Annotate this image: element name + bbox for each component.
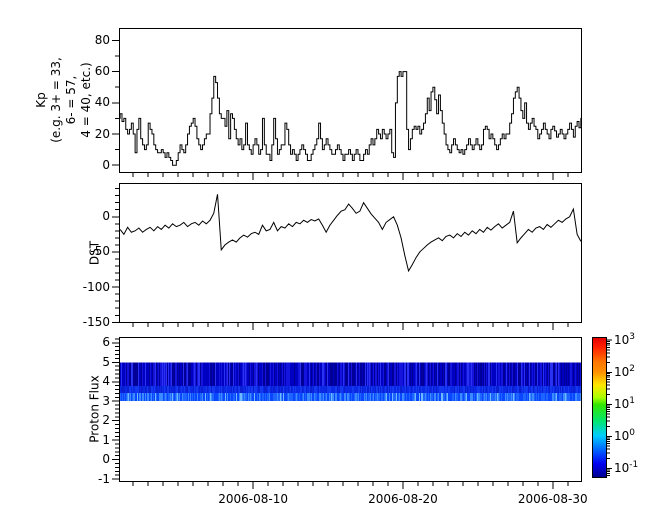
colorbar-label-base: 10 — [614, 365, 630, 379]
kp-axis-label-line1: Kp — [34, 92, 48, 108]
colorbar-label-exponent: 0 — [629, 428, 636, 438]
proton-flux-ytick-label: 1 — [102, 433, 110, 447]
axis-ticks — [112, 39, 612, 489]
proton-flux-ytick-label: 4 — [102, 374, 110, 388]
colorbar-label-exponent: -1 — [629, 460, 639, 470]
kp-ytick-label: 0 — [102, 158, 110, 172]
dst-panel-frame — [119, 183, 582, 323]
colorbar-tick-label: 103 — [614, 330, 635, 348]
kp-axis-label-line3: 6- = 57, — [64, 75, 78, 125]
kp-axis-label-line4: 4 = 40, etc.) — [79, 62, 93, 138]
proton-flux-band — [119, 362, 582, 402]
colorbar-gradient — [592, 337, 607, 478]
proton-flux-ytick-label: -1 — [98, 472, 110, 486]
xtick-date-label: 2006-08-10 — [218, 492, 288, 506]
flux-panel-frame — [119, 337, 582, 482]
colorbar-label-base: 10 — [614, 429, 630, 443]
dst-ytick-label: -150 — [82, 315, 110, 329]
proton-flux-ytick-label: 6 — [102, 335, 110, 349]
colorbar-label-exponent: 2 — [629, 364, 636, 374]
proton-flux-ytick-label: 5 — [102, 355, 110, 369]
colorbar-tick-label: 102 — [614, 362, 635, 380]
dst-ytick-label: -50 — [90, 244, 110, 258]
xtick-date-label: 2006-08-20 — [368, 492, 438, 506]
kp-ytick-label: 60 — [94, 64, 110, 78]
xtick-date-label: 2006-08-30 — [517, 492, 588, 506]
colorbar-label-exponent: 3 — [629, 332, 636, 342]
kp-ytick-label: 80 — [94, 33, 110, 47]
colorbar-label-base: 10 — [614, 333, 630, 347]
proton-flux-ytick-label: 3 — [102, 394, 110, 408]
kp-series-line — [119, 71, 582, 166]
kp-axis-label: Kp (e.g. 3+ = 33, 6- = 57, 4 = 40, etc.) — [34, 57, 94, 143]
dst-ytick-label: 0 — [102, 209, 110, 223]
colorbar-tick-label: 101 — [614, 394, 635, 412]
colorbar-label-exponent: 1 — [629, 396, 636, 406]
colorbar-tick-label: 100 — [614, 426, 635, 444]
colorbar-frame — [592, 337, 607, 478]
kp-ytick-label: 40 — [94, 95, 110, 109]
colorbar-tick-label: 10-1 — [614, 458, 638, 476]
dst-ytick-label: -100 — [82, 280, 110, 294]
dst-series-line — [119, 194, 582, 273]
proton-flux-ytick-label: 0 — [102, 452, 110, 466]
kp-ytick-label: 20 — [94, 127, 110, 141]
proton-flux-axis-label: Proton Flux — [87, 375, 102, 443]
kp-axis-label-line2: (e.g. 3+ = 33, — [49, 57, 63, 143]
kp-panel-frame — [119, 28, 582, 173]
proton-flux-ytick-label: 2 — [102, 413, 110, 427]
colorbar-label-base: 10 — [614, 397, 630, 411]
colorbar-label-base: 10 — [614, 461, 630, 475]
